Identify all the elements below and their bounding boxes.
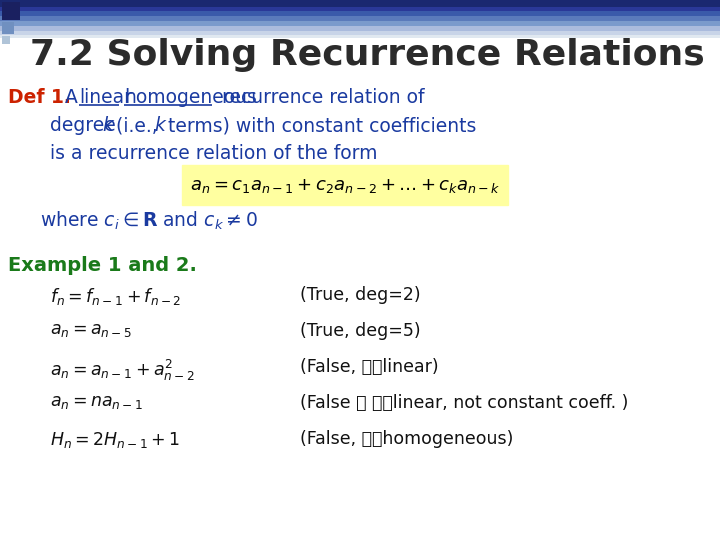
Text: k: k	[154, 116, 165, 135]
Text: Def 1.: Def 1.	[8, 88, 71, 107]
Text: $a_n = a_{n-5}$: $a_n = a_{n-5}$	[50, 322, 132, 339]
Bar	[0, 21, 720, 26]
Text: $a_n = na_{n-1}$: $a_n = na_{n-1}$	[50, 394, 143, 411]
Bar	[2, 2, 20, 20]
Text: (True, deg=2): (True, deg=2)	[300, 286, 420, 304]
Bar	[0, 26, 720, 31]
Bar	[2, 22, 14, 34]
Text: (False, 不是linear): (False, 不是linear)	[300, 358, 438, 376]
Text: degree: degree	[50, 116, 122, 135]
Text: 7.2 Solving Recurrence Relations: 7.2 Solving Recurrence Relations	[30, 38, 705, 72]
FancyBboxPatch shape	[182, 165, 508, 205]
Text: homogeneous: homogeneous	[124, 88, 257, 107]
Text: recurrence relation of: recurrence relation of	[216, 88, 425, 107]
Text: Example 1 and 2.: Example 1 and 2.	[8, 256, 197, 275]
Text: (True, deg=5): (True, deg=5)	[300, 322, 420, 340]
Text: (False ， 不是linear, not constant coeff. ): (False ， 不是linear, not constant coeff. )	[300, 394, 629, 412]
Text: terms) with constant coefficients: terms) with constant coefficients	[162, 116, 477, 135]
Text: (i.e.,: (i.e.,	[110, 116, 163, 135]
Text: linear: linear	[79, 88, 132, 107]
Bar	[2, 36, 10, 44]
Text: (False, 不是homogeneous): (False, 不是homogeneous)	[300, 430, 513, 448]
Text: k: k	[102, 116, 113, 135]
Bar	[0, 0, 720, 3]
Text: $f_n = f_{n-1} + f_{n-2}$: $f_n = f_{n-1} + f_{n-2}$	[50, 286, 181, 307]
Text: where $c_i$$\in$$\mathbf{R}$ and $c_k$$\neq$0: where $c_i$$\in$$\mathbf{R}$ and $c_k$$\…	[40, 210, 258, 232]
Bar	[0, 3, 720, 7]
Bar	[0, 35, 720, 38]
Bar	[0, 7, 720, 11]
Text: $H_n = 2H_{n-1} + 1$: $H_n = 2H_{n-1} + 1$	[50, 430, 180, 450]
Text: $a_n = a_{n-1} + a_{n-2}^{2}$: $a_n = a_{n-1} + a_{n-2}^{2}$	[50, 358, 195, 383]
Text: A: A	[65, 88, 84, 107]
Text: $a_n = c_1a_{n-1}+c_2a_{n-2}+\ldots+c_ka_{n-k}$: $a_n = c_1a_{n-1}+c_2a_{n-2}+\ldots+c_ka…	[189, 177, 500, 195]
Bar	[0, 16, 720, 21]
Text: is a recurrence relation of the form: is a recurrence relation of the form	[50, 144, 377, 163]
Bar	[0, 11, 720, 16]
Bar	[0, 31, 720, 35]
